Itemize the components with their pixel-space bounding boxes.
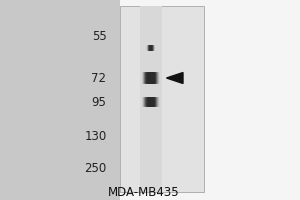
- Text: MDA-MB435: MDA-MB435: [108, 186, 180, 199]
- Text: 95: 95: [92, 96, 106, 108]
- Bar: [120, 0, 300, 200]
- Text: 130: 130: [84, 130, 106, 144]
- Text: 55: 55: [92, 29, 106, 43]
- Text: 72: 72: [92, 72, 106, 84]
- Bar: [140, 6, 162, 192]
- Bar: [120, 6, 204, 192]
- Polygon shape: [167, 73, 183, 84]
- Text: 250: 250: [84, 162, 106, 176]
